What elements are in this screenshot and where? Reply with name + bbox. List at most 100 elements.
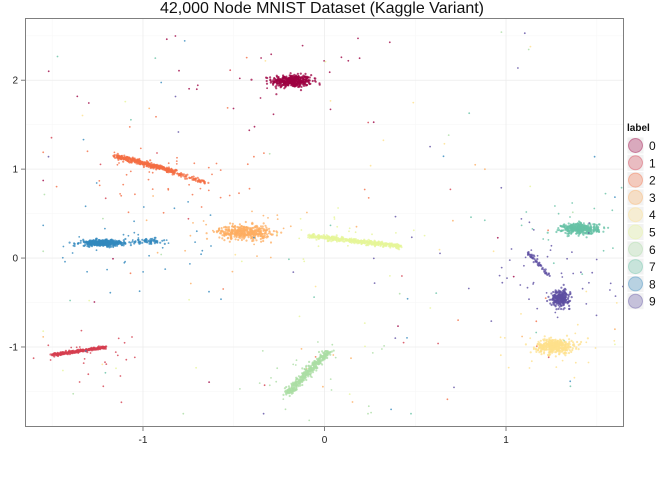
point [231,270,234,273]
point [102,243,106,247]
point [295,387,298,391]
point [552,296,555,300]
point [299,217,302,220]
point [280,231,283,234]
point [221,234,224,237]
point [62,352,65,356]
point [364,345,366,348]
point [289,225,292,228]
point [189,234,192,237]
point [566,229,569,232]
point [160,253,163,256]
point [269,81,272,84]
point [535,261,538,264]
point [311,363,314,366]
point [155,168,158,171]
point [238,235,241,238]
point [112,257,114,260]
point [68,241,71,244]
point [221,237,224,240]
point [576,340,579,344]
point [295,76,298,79]
point [200,206,203,208]
point [347,244,349,247]
point [319,357,322,360]
point [131,240,134,243]
point [546,231,549,234]
point [116,163,119,166]
point [43,193,46,196]
point [222,231,225,235]
point [423,234,426,237]
point [351,401,354,403]
point [335,234,338,237]
point [315,369,318,372]
point [531,228,534,230]
point [166,169,168,172]
point [250,227,253,230]
point [129,244,132,247]
point [119,241,122,244]
point [82,240,85,244]
point [288,258,290,261]
point [95,243,98,246]
point [272,113,275,116]
point [572,228,575,231]
point [593,155,596,158]
point [290,392,293,395]
point [117,157,120,160]
point [280,83,284,86]
point [470,216,472,219]
point [124,243,127,245]
point [562,283,565,286]
legend-swatch [628,189,643,205]
point [143,162,146,165]
point [83,244,86,247]
point [317,245,320,248]
point [547,273,550,276]
point [127,234,130,237]
point [295,359,298,362]
point [132,158,136,161]
point [106,245,109,248]
point [597,229,601,232]
point [72,392,75,395]
point [50,136,53,139]
point [164,268,167,270]
point [219,232,222,235]
point [286,388,289,392]
point [176,156,178,159]
point [211,173,213,176]
point [284,84,287,88]
point [109,291,112,294]
point [255,226,258,229]
point [307,375,310,378]
point [220,298,222,301]
point [574,222,577,226]
point [105,240,108,243]
point [261,235,264,238]
point [119,375,122,377]
point [397,325,399,327]
point [56,351,59,354]
point [368,239,372,243]
point [209,214,212,217]
point [333,216,336,219]
point [542,268,546,271]
x-tick-label: 1 [503,435,509,446]
point [168,168,171,172]
point [568,338,571,341]
point [551,294,555,297]
point [137,159,140,162]
point [308,236,311,239]
point [64,260,66,263]
point [316,361,319,364]
point [199,180,202,183]
point [552,342,555,345]
point [311,376,313,378]
point [196,179,200,182]
point [249,235,252,238]
point [614,295,617,297]
point [300,379,303,382]
point [282,393,285,396]
